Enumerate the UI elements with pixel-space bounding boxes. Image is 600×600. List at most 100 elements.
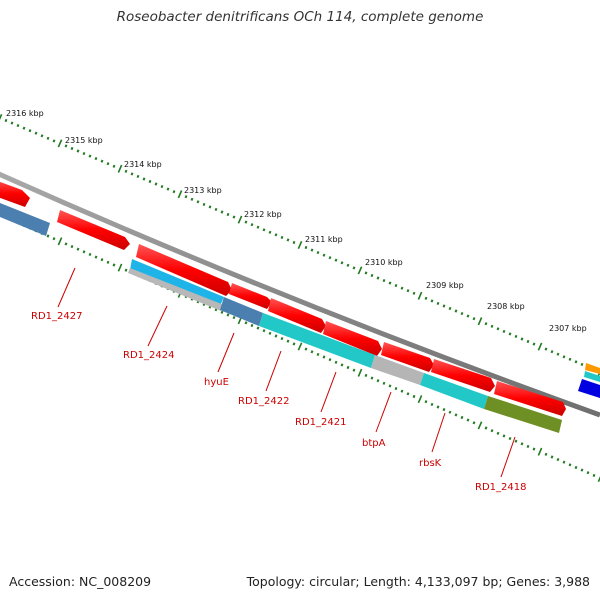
gene-block (578, 379, 600, 398)
minor-tick (406, 289, 410, 293)
minor-tick (568, 357, 572, 361)
minor-tick (502, 329, 506, 333)
gene-block (0, 203, 50, 236)
minor-tick (82, 152, 86, 156)
minor-tick (436, 301, 440, 305)
inner-tick-row (0, 210, 600, 483)
kbp-label: 2315 kbp (65, 136, 103, 145)
minor-tick (226, 212, 230, 217)
minor-tick (286, 339, 290, 343)
minor-tick (550, 455, 554, 459)
minor-tick (274, 334, 278, 338)
figure-title: Roseobacter denitrificans OCh 114, compl… (116, 9, 484, 25)
minor-tick (592, 473, 596, 477)
minor-tick (88, 154, 92, 158)
minor-tick (352, 368, 356, 372)
minor-tick (16, 124, 20, 128)
kbp-label: 2313 kbp (184, 186, 222, 195)
kbp-label: 2312 kbp (244, 210, 282, 219)
forward-strand-genes (0, 181, 566, 416)
minor-tick (292, 342, 296, 346)
minor-tick (490, 429, 494, 433)
minor-tick (262, 228, 266, 232)
gene-block (584, 371, 600, 382)
minor-tick (136, 174, 140, 178)
leader-line (147, 305, 168, 347)
major-tick (417, 395, 423, 404)
major-tick (537, 342, 543, 351)
gene-block (220, 297, 263, 326)
gene-block (128, 268, 224, 311)
minor-tick (130, 172, 134, 176)
minor-tick (574, 360, 578, 364)
minor-tick (442, 304, 446, 308)
minor-tick (328, 358, 332, 362)
minor-tick (208, 205, 212, 209)
minor-tick (382, 381, 386, 385)
minor-tick (316, 352, 320, 356)
major-tick (117, 263, 123, 272)
minor-tick (574, 465, 578, 470)
minor-tick (292, 240, 296, 245)
gene-arrow (494, 381, 566, 416)
minor-tick (406, 392, 410, 396)
minor-tick (244, 220, 248, 224)
minor-tick (334, 258, 338, 262)
gene-block (420, 373, 488, 409)
minor-tick (64, 242, 68, 246)
gene-arrow (431, 359, 495, 392)
minor-tick (256, 225, 260, 229)
minor-tick (568, 463, 572, 467)
minor-tick (508, 332, 512, 336)
minor-tick (544, 347, 548, 351)
minor-tick (34, 131, 38, 135)
major-tick (117, 164, 123, 173)
minor-tick (106, 260, 110, 264)
major-tick (417, 291, 423, 300)
gene-block (484, 396, 562, 433)
kbp-label: 2310 kbp (365, 258, 403, 267)
minor-tick (532, 342, 536, 346)
minor-tick (556, 458, 560, 462)
gene-label: hyuE (204, 377, 229, 388)
minor-tick (304, 347, 308, 351)
minor-tick (40, 134, 44, 138)
minor-tick (526, 444, 530, 448)
minor-tick (388, 384, 392, 388)
minor-tick (364, 271, 368, 275)
gene-label: rbsK (419, 458, 442, 469)
accession-text: Accession: NC_008209 (9, 574, 152, 589)
gene-label: RD1_2427 (31, 311, 82, 322)
minor-tick (232, 316, 236, 320)
minor-tick (250, 323, 254, 328)
minor-tick (184, 195, 188, 199)
minor-tick (268, 331, 272, 335)
minor-tick (124, 268, 128, 272)
minor-tick (454, 413, 458, 417)
minor-tick (82, 250, 86, 254)
minor-tick (46, 136, 50, 140)
major-tick (297, 240, 303, 250)
gene-arrow (0, 181, 30, 207)
minor-tick (514, 334, 518, 338)
minor-tick (148, 179, 152, 184)
leader-line (500, 436, 516, 478)
major-tick (57, 139, 63, 148)
minor-tick (280, 337, 284, 341)
minor-tick (220, 310, 224, 314)
minor-tick (562, 355, 566, 359)
minor-tick (466, 418, 470, 422)
minor-tick (166, 187, 170, 191)
minor-tick (28, 129, 32, 133)
genome-summary-text: Topology: circular; Length: 4,133,097 bp… (246, 574, 590, 589)
kbp-label: 2316 kbp (6, 109, 44, 118)
major-tick (357, 368, 363, 377)
kbp-label: 2307 kbp (549, 324, 587, 333)
minor-tick (496, 431, 500, 435)
minor-tick (346, 263, 350, 267)
gene-label: RD1_2422 (238, 396, 289, 407)
gene-block (371, 355, 424, 385)
minor-tick (328, 256, 332, 260)
minor-tick (484, 426, 488, 430)
